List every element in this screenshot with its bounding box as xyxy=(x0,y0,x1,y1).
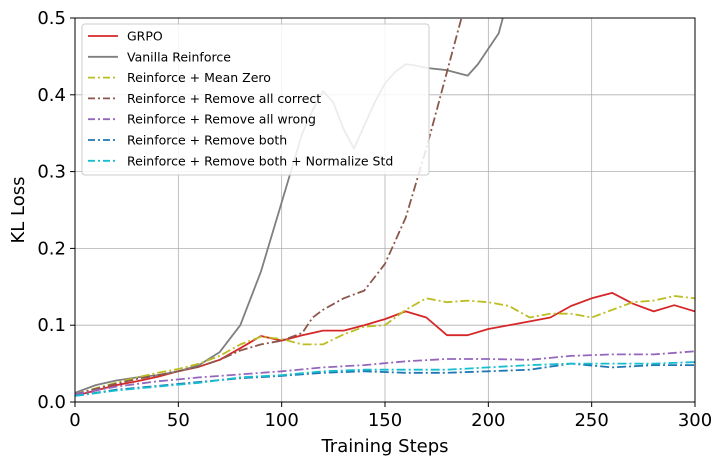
series-line-4 xyxy=(75,18,463,396)
legend-label: GRPO xyxy=(127,29,163,44)
y-tick-label: 0.1 xyxy=(37,315,66,336)
legend-label: Reinforce + Remove all wrong xyxy=(127,112,316,127)
series-line-7 xyxy=(75,361,695,397)
y-tick-label: 0.2 xyxy=(37,238,66,259)
legend-label: Reinforce + Remove all correct xyxy=(127,91,321,106)
y-tick-label: 0.3 xyxy=(37,162,66,183)
y-axis-title: KL Loss xyxy=(8,176,29,243)
series-line-5 xyxy=(75,350,695,396)
legend: GRPO Vanilla Reinforce Reinforce + Mean Ze… xyxy=(81,23,430,176)
legend-box xyxy=(81,23,430,176)
y-tick-label: 0.0 xyxy=(37,392,66,413)
y-tick-label: 0.5 xyxy=(37,8,66,29)
x-tick-label: 250 xyxy=(574,410,608,431)
x-tick-label: 50 xyxy=(167,410,190,431)
legend-label: Reinforce + Mean Zero xyxy=(127,70,271,85)
x-tick-label: 0 xyxy=(69,410,80,431)
y-tick-label: 0.4 xyxy=(37,85,66,106)
series-line-3 xyxy=(75,295,695,396)
x-tick-label: 200 xyxy=(471,410,505,431)
legend-label: Reinforce + Remove both + Normalize Std xyxy=(127,153,393,168)
legend-label: Reinforce + Remove both xyxy=(127,133,287,148)
x-axis-title: Training Steps xyxy=(320,436,448,457)
x-tick-label: 300 xyxy=(678,410,712,431)
x-tick-label: 100 xyxy=(264,410,298,431)
axis-ticks: 0 50 100 150 200 250 300 0.0 0.1 0.2 0.3 0.4 0.5 xyxy=(37,8,712,431)
x-tick-label: 150 xyxy=(368,410,402,431)
legend-label: Vanilla Reinforce xyxy=(127,49,231,64)
